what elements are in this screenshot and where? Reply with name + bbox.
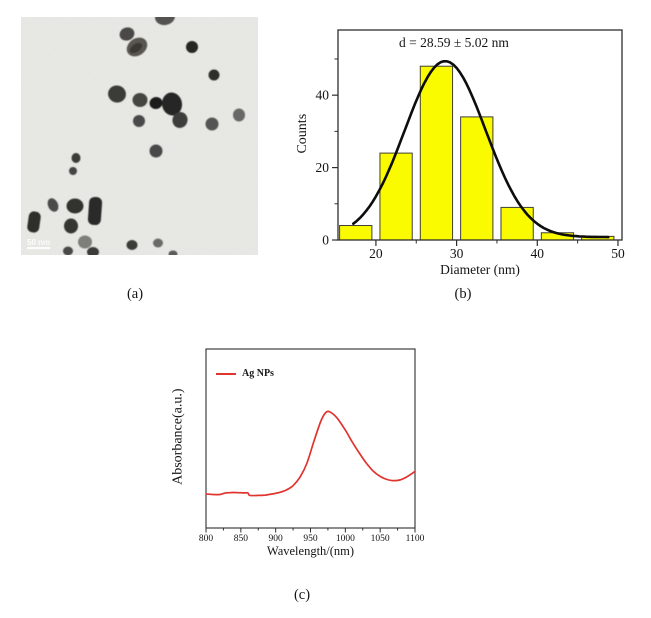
x-tick-label: 1050	[371, 534, 390, 544]
spectrum-plot: 800 850 900 950 1000 1050 1100	[199, 348, 425, 544]
x-tick-label: 900	[269, 534, 284, 544]
x-tick-label: 1100	[406, 534, 425, 544]
histogram-frame	[337, 29, 623, 241]
y-tick-label: 20	[316, 160, 330, 175]
tem-particle	[119, 27, 135, 41]
histogram-bar	[339, 225, 373, 241]
x-tick-label: 40	[531, 246, 545, 261]
tem-particle	[205, 117, 219, 131]
x-tick-label: 1000	[336, 534, 355, 544]
y-tick-label: 0	[322, 233, 329, 248]
tem-particle	[155, 17, 175, 26]
panel-c-label: (c)	[293, 587, 311, 603]
histogram-bar	[419, 65, 454, 241]
x-tick-label: 850	[234, 534, 249, 544]
tem-particle	[168, 250, 178, 255]
tem-particle	[47, 198, 59, 212]
tem-particle	[87, 196, 103, 226]
histogram-y-axis-label: Counts	[295, 113, 311, 154]
tem-particle	[208, 69, 220, 81]
tem-particle	[172, 112, 188, 128]
panel-a-label: (a)	[126, 286, 144, 302]
tem-particle	[149, 96, 163, 110]
tem-particle	[66, 198, 84, 214]
tem-particle	[71, 153, 81, 163]
tem-particle	[69, 167, 77, 175]
y-tick-label: 40	[316, 88, 330, 103]
histogram-bar	[500, 206, 534, 241]
legend-line-swatch	[216, 372, 236, 375]
tem-particle	[129, 42, 143, 54]
tem-particle	[87, 247, 99, 255]
tem-particles	[27, 17, 245, 255]
tem-particle	[78, 235, 92, 249]
x-tick-label: 50	[611, 246, 625, 261]
panel-b-label: (b)	[454, 286, 472, 302]
tem-particle	[64, 218, 78, 234]
x-tick-label: 20	[369, 246, 383, 261]
x-tick-label: 30	[450, 246, 464, 261]
spectrum-y-axis-label: Absorbance(a.u.)	[170, 388, 186, 485]
tem-image: 50 nm	[21, 17, 258, 255]
histogram-title: d = 28.59 ± 5.02 nm	[399, 35, 509, 50]
tem-particle	[133, 115, 145, 127]
scale-bar-text: 50 nm	[27, 238, 50, 247]
tem-particle	[161, 92, 183, 116]
tem-particle	[63, 246, 73, 255]
spectrum-x-axis-label: Wavelength/(nm)	[266, 544, 355, 558]
tem-particle	[27, 211, 41, 233]
tem-particle	[108, 85, 126, 103]
tem-noise-texture	[21, 17, 258, 255]
spectrum-curve	[205, 410, 416, 497]
tem-particle	[149, 144, 163, 158]
tem-particle	[153, 238, 163, 248]
x-tick-label: 800	[199, 534, 214, 544]
legend-series-label: Ag NPs	[242, 368, 274, 379]
tem-particle	[233, 108, 245, 122]
histogram-plot: 20 30 40 50 0 20 40	[316, 29, 625, 261]
tem-particle	[132, 93, 148, 107]
gaussian-fit-curve	[352, 60, 610, 239]
scale-bar: 50 nm	[27, 238, 50, 250]
x-tick-label: 950	[303, 534, 318, 544]
histogram-x-axis-label: Diameter (nm)	[440, 262, 520, 277]
spectrum-legend: Ag NPs	[216, 368, 274, 379]
scale-bar-line	[27, 247, 50, 250]
tem-particle	[186, 41, 198, 53]
tem-particle	[126, 240, 138, 250]
histogram-bar	[379, 152, 413, 241]
